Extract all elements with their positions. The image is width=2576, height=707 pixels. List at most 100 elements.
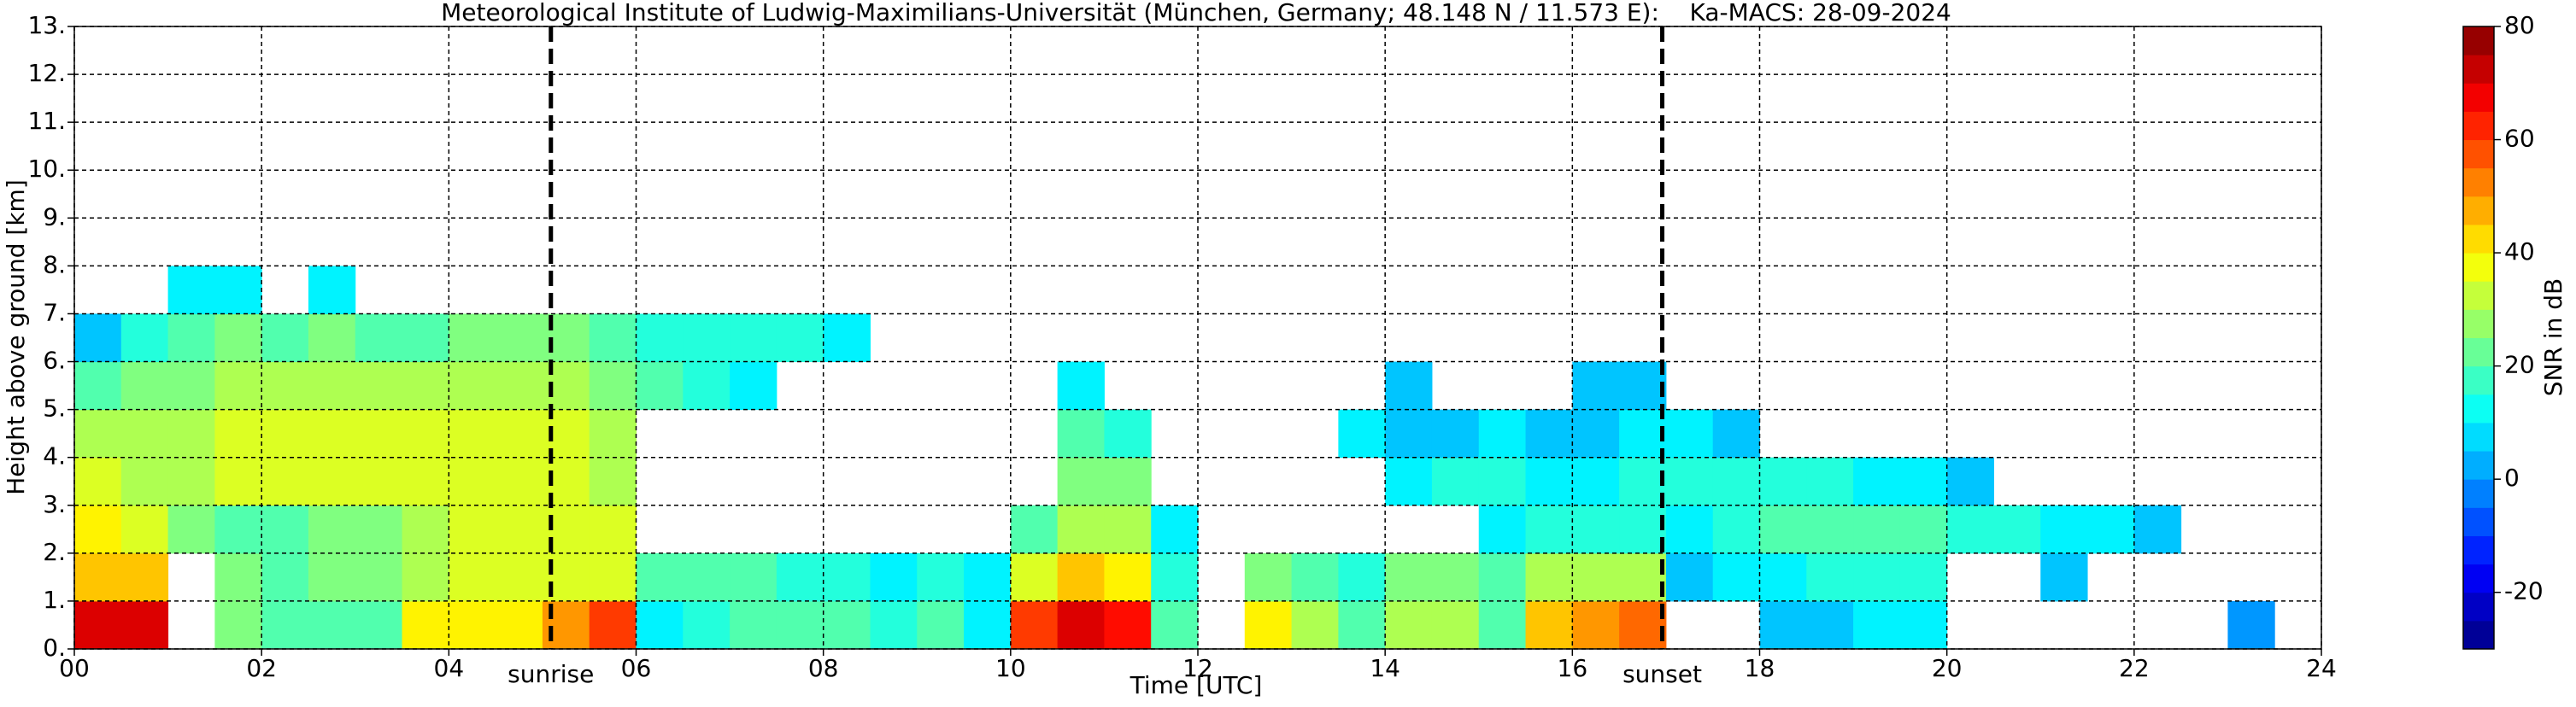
- heatmap-cell: [589, 409, 637, 459]
- heatmap-cell: [589, 552, 637, 602]
- heatmap-cell: [2040, 552, 2088, 602]
- colorbar-segment: [2463, 507, 2494, 536]
- heatmap-cell: [1057, 505, 1105, 554]
- x-tick-label: 18: [1745, 654, 1775, 682]
- heatmap-cell: [402, 552, 449, 602]
- annotation-label: sunrise: [508, 660, 594, 688]
- heatmap-cell: [917, 600, 965, 650]
- heatmap-cell: [120, 409, 169, 459]
- heatmap-cell: [1572, 552, 1620, 602]
- colorbar-tick-label: 20: [2504, 351, 2535, 379]
- heatmap-cell: [261, 457, 309, 506]
- heatmap-cell: [261, 600, 309, 650]
- y-tick-label: 10.: [27, 155, 66, 183]
- heatmap-cell: [1993, 505, 2041, 554]
- heatmap-cell: [1665, 457, 1714, 506]
- heatmap-cell: [214, 505, 262, 554]
- y-tick-label: 4.: [43, 442, 66, 470]
- colorbar-segment: [2463, 111, 2494, 141]
- heatmap-cell: [2133, 505, 2182, 554]
- heatmap-cell: [1291, 552, 1339, 602]
- heatmap-cell: [1572, 600, 1620, 650]
- heatmap-cell: [74, 552, 122, 602]
- y-tick-label: 13.: [27, 11, 66, 39]
- heatmap-cell: [1619, 505, 1667, 554]
- heatmap-cell: [120, 457, 169, 506]
- y-tick-label: 5.: [43, 394, 66, 423]
- colorbar-segment: [2463, 479, 2494, 508]
- heatmap-cell: [1946, 505, 1994, 554]
- heatmap-cell: [917, 552, 965, 602]
- heatmap-cell: [2040, 505, 2088, 554]
- heatmap-cell: [1712, 505, 1760, 554]
- heatmap-cell: [964, 552, 1012, 602]
- heatmap-cell: [261, 409, 309, 459]
- heatmap-cell: [589, 313, 637, 363]
- heatmap-cell: [261, 552, 309, 602]
- colorbar-segment: [2463, 337, 2494, 367]
- heatmap-cell: [496, 457, 543, 506]
- heatmap-cell: [2087, 505, 2135, 554]
- heatmap-cell: [1338, 552, 1386, 602]
- heatmap-cell: [449, 457, 496, 506]
- heatmap-cell: [1946, 457, 1994, 506]
- colorbar-segment: [2463, 592, 2494, 622]
- heatmap-cell: [1899, 505, 1948, 554]
- colorbar-segment: [2463, 253, 2494, 282]
- heatmap-cell: [214, 266, 262, 314]
- colorbar-segment: [2463, 281, 2494, 310]
- colorbar-tick-label: 40: [2504, 237, 2535, 266]
- y-axis-label: Height above ground [km]: [2, 179, 30, 495]
- heatmap-cell: [1057, 361, 1105, 411]
- x-tick-label: 12: [1182, 654, 1213, 682]
- heatmap-cell: [589, 600, 637, 650]
- heatmap-cell: [1899, 457, 1948, 506]
- plot-frame: [73, 26, 2322, 650]
- heatmap-cell: [1572, 409, 1620, 459]
- y-tick-label: 11.: [27, 107, 66, 135]
- heatmap-cell: [308, 457, 356, 506]
- heatmap-cell: [1759, 457, 1807, 506]
- heatmap-cell: [1525, 409, 1573, 459]
- heatmap-cell: [355, 505, 403, 554]
- heatmap-cell: [214, 457, 262, 506]
- heatmap-cell: [214, 409, 262, 459]
- heatmap-cell: [683, 552, 731, 602]
- heatmap-cell: [167, 409, 215, 459]
- y-tick-label: 2.: [43, 538, 66, 566]
- heatmap-cell: [870, 600, 918, 650]
- heatmap-cell: [1010, 505, 1059, 554]
- y-tick-label: 0.: [43, 634, 66, 662]
- heatmap-cell: [308, 600, 356, 650]
- x-tick-label: 02: [246, 654, 277, 682]
- heatmap-cell: [1572, 457, 1620, 506]
- heatmap-cell: [1431, 457, 1480, 506]
- heatmap-cell: [74, 409, 122, 459]
- heatmap-cell: [355, 313, 403, 363]
- heatmap-cell: [1478, 457, 1527, 506]
- heatmap-cell: [120, 600, 169, 650]
- heatmap-cell: [964, 600, 1012, 650]
- heatmap-cell: [167, 361, 215, 411]
- colorbar-segment: [2463, 55, 2494, 84]
- y-tick-label: 8.: [43, 250, 66, 278]
- colorbar-label: SNR in dB: [2539, 278, 2567, 396]
- heatmap-cell: [1151, 505, 1199, 554]
- colorbar-tick-label: 0: [2504, 464, 2520, 492]
- heatmap-cell: [355, 600, 403, 650]
- heatmap-cell: [776, 552, 824, 602]
- heatmap-cell: [355, 409, 403, 459]
- heatmap-cell: [683, 600, 731, 650]
- colorbar-segment: [2463, 26, 2494, 56]
- heatmap-cell: [1525, 552, 1573, 602]
- heatmap-cell: [1619, 409, 1667, 459]
- heatmap-cell: [1619, 552, 1667, 602]
- heatmap-cell: [449, 600, 496, 650]
- colorbar-tick-label: 80: [2504, 11, 2535, 39]
- heatmap-cell: [167, 313, 215, 363]
- heatmap-cell: [1478, 600, 1527, 650]
- colorbar-tick-label: -20: [2504, 577, 2544, 605]
- heatmap-cell: [1291, 600, 1339, 650]
- heatmap-cell: [1104, 457, 1152, 506]
- y-tick-label: 1.: [43, 586, 66, 614]
